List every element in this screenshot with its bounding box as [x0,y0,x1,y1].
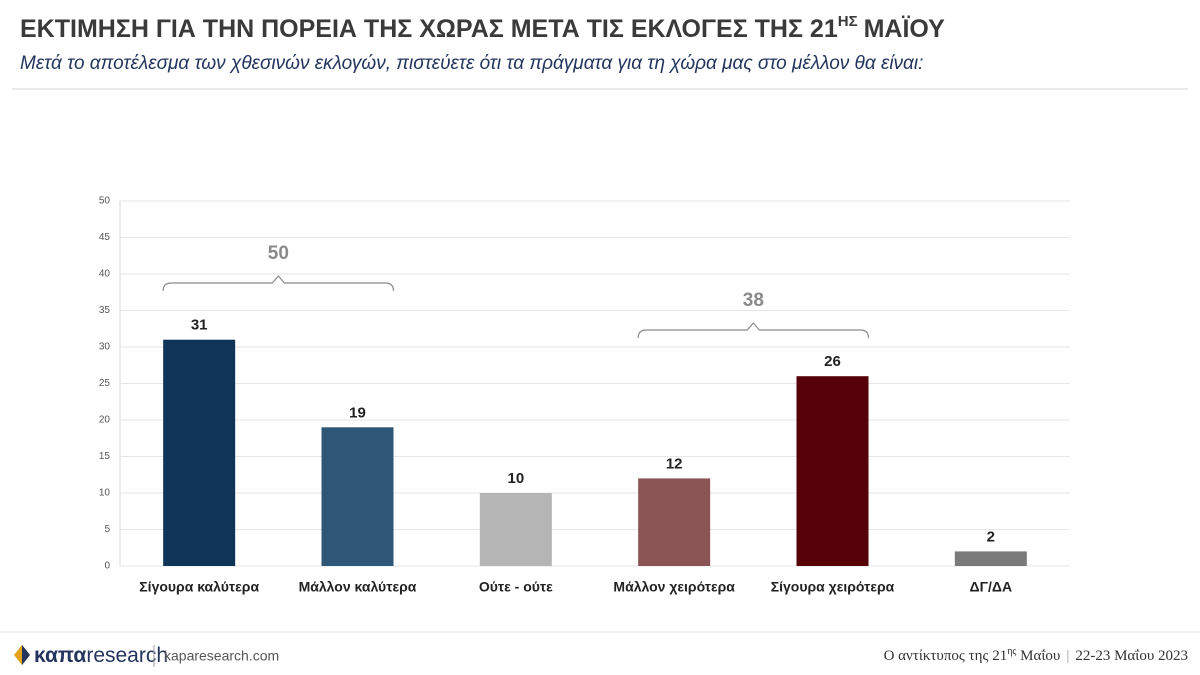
x-tick-label: Μάλλον καλύτερα [299,579,417,595]
bar [321,427,394,566]
bracket-label: 38 [743,290,764,311]
value-label: 19 [349,404,366,421]
note-sup: ης [1007,646,1016,657]
value-label: 31 [191,317,208,334]
y-tick-label: 30 [99,342,111,353]
logo-bold: καπα [34,644,86,667]
bracket [637,322,870,339]
logo-mark [22,645,30,665]
title-end: ΜΑΪΟΥ [864,15,946,43]
y-tick-label: 35 [99,305,111,316]
value-label: 26 [824,353,841,370]
title: ΕΚΤΙΜΗΣΗ ΓΙΑ ΤΗΝ ΠΟΡΕΙΑ ΤΗΣ ΧΩΡΑΣ ΜΕΤΑ Τ… [20,13,945,43]
y-tick-label: 45 [99,232,111,243]
site: kaparesearch.com [164,648,279,664]
value-label: 12 [666,455,683,472]
bar [638,478,711,566]
note-a: Ο αντίκτυπος της 21 [884,648,1008,664]
subtitle: Μετά το αποτέλεσμα των χθεσινών εκλογών,… [20,53,923,74]
x-tick-label: Ούτε - ούτε [479,579,553,595]
bar [163,339,236,566]
y-tick-label: 10 [99,488,111,499]
value-label: 2 [987,528,995,545]
y-tick-label: 50 [99,196,111,207]
x-tick-label: Σίγουρα καλύτερα [139,579,259,595]
bar [479,493,552,566]
value-label: 10 [507,470,524,487]
y-tick-label: 20 [99,415,111,426]
logo-text: καπαresearch [34,644,168,667]
note-divider: | [1066,648,1069,664]
x-tick-label: Σίγουρα χειρότερα [771,579,895,595]
y-tick-label: 15 [99,451,111,462]
footer-note: Ο αντίκτυπος της 21ης Μαΐου | 22-23 Μαΐου … [884,646,1188,664]
y-tick-label: 25 [99,378,111,389]
bar [796,376,869,566]
y-tick-label: 5 [104,524,110,535]
y-tick-label: 40 [99,269,111,280]
logo-light: research [86,644,168,667]
bracket [162,275,395,292]
note-b: Μαΐου [1016,648,1060,664]
logo: καπαresearch kaparesearch.com [14,644,279,667]
y-tick-label: 0 [104,561,110,572]
title-sup: ΗΣ [838,13,858,30]
title-main: ΕΚΤΙΜΗΣΗ ΓΙΑ ΤΗΝ ΠΟΡΕΙΑ ΤΗΣ ΧΩΡΑΣ ΜΕΤΑ Τ… [20,15,838,43]
bar [954,551,1027,566]
x-tick-label: Μάλλον χειρότερα [613,579,735,595]
x-tick-label: ΔΓ/ΔΑ [970,579,1013,595]
note-date: 22-23 Μαΐου 2023 [1075,648,1188,664]
bracket-label: 50 [268,243,289,264]
